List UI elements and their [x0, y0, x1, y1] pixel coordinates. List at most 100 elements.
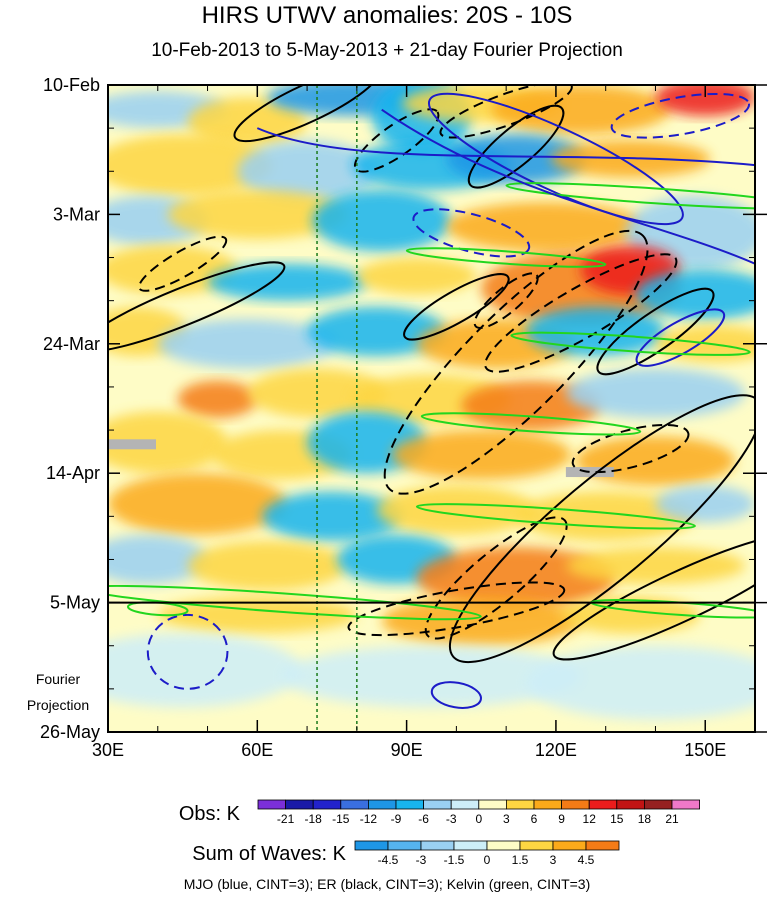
wave-contour: [108, 261, 286, 353]
colorbar-swatch: [354, 840, 389, 851]
colorbar-label: 0: [484, 853, 491, 867]
colorbar-label: 15: [610, 812, 624, 826]
colorbar-swatch: [312, 799, 342, 810]
anomaly-patch: [167, 189, 347, 240]
colorbar-label: -3: [416, 853, 427, 867]
colorbar-swatch: [533, 799, 563, 810]
wave-contour: [403, 273, 510, 341]
anomaly-patch: [416, 547, 616, 609]
wave-contour: [467, 104, 565, 189]
wave-contour: [412, 208, 531, 258]
colorbar-swatch: [505, 799, 535, 810]
projection-label-line2: Projection: [27, 697, 89, 713]
anomaly-patch: [391, 430, 571, 480]
projection-label-line1: Fourier: [36, 671, 81, 687]
wave-contour: [552, 532, 755, 661]
colorbar-title: Sum of Waves: K: [192, 843, 346, 865]
colorbar-label: 1.5: [512, 853, 529, 867]
colorbar-label: 12: [583, 812, 597, 826]
plot-frame: [107, 84, 756, 733]
colorbar-label: -21: [277, 812, 295, 826]
colorbar-swatch: [340, 799, 369, 810]
anomaly-patch: [108, 633, 303, 708]
anomaly-patch: [177, 380, 258, 418]
anomaly-patch: [565, 547, 746, 585]
x-tick-label: 150E: [684, 740, 726, 760]
anomaly-patch: [157, 319, 337, 369]
colorbar-swatch: [478, 799, 507, 810]
anomaly-patch: [655, 485, 755, 523]
wave-contour: [427, 92, 684, 226]
anomaly-patch: [108, 411, 228, 474]
colorbar-swatch: [519, 840, 554, 851]
colorbar-label: 3: [503, 812, 510, 826]
anomaly-patch: [446, 202, 646, 252]
colorbar-label: 6: [531, 812, 538, 826]
missing-data-patch: [108, 439, 156, 450]
colorbar-label: 3: [550, 853, 557, 867]
y-axis: 10-Feb 3-Mar 24-Mar 14-Apr 5-May 26-May: [40, 75, 767, 742]
kelvin-contour: [505, 182, 755, 210]
x-tick-label: 30E: [92, 740, 124, 760]
anomaly-patch: [207, 263, 367, 301]
anomaly-patch: [635, 269, 755, 320]
anomaly-patch: [356, 257, 477, 295]
colorbar-swatch: [585, 840, 620, 851]
anomaly-patch: [108, 534, 208, 585]
wave-contour: [138, 235, 228, 292]
x-tick-label: 90E: [391, 740, 423, 760]
colorbar-swatch: [644, 799, 673, 810]
chart-title: HIRS UTWV anomalies: 20S - 10S: [201, 2, 573, 29]
wave-contour: [146, 613, 229, 690]
wave-contour: [430, 681, 482, 709]
y-tick-label: 24-Mar: [43, 334, 100, 354]
anomaly-patch: [526, 645, 755, 720]
anomaly-patch: [526, 306, 666, 357]
wave-contour: [635, 308, 726, 367]
y-tick-label: 10-Feb: [43, 75, 100, 95]
colorbar-swatch: [552, 840, 587, 851]
kelvin-contour: [510, 331, 751, 356]
anomaly-patch: [565, 368, 746, 418]
wave-contour: [596, 287, 715, 376]
y-tick-label: 26-May: [40, 722, 100, 742]
waves-colorbar: -4.5 -3 -1.5 0 1.5 3 4.5 Sum of Waves: K: [192, 840, 620, 867]
anomaly-patch: [187, 540, 347, 591]
anomaly-patch: [312, 189, 452, 252]
colorbar-label: -6: [418, 812, 429, 826]
colorbar-label: 9: [558, 812, 565, 826]
colorbar-swatch: [671, 799, 701, 810]
colorbar-swatch: [285, 799, 314, 810]
chart-subtitle: 10-Feb-2013 to 5-May-2013 + 21-day Fouri…: [151, 40, 623, 61]
colorbar-label: 21: [665, 812, 679, 826]
plot-area: [107, 84, 756, 733]
wave-contours: [108, 85, 755, 709]
colorbar-label: 0: [475, 812, 482, 826]
wave-contour: [571, 423, 690, 474]
kelvin-contour: [108, 584, 482, 621]
colorbar-swatch: [453, 840, 488, 851]
anomaly-patch: [307, 306, 447, 357]
colorbar-swatch: [616, 799, 645, 810]
x-tick-label: 120E: [535, 740, 577, 760]
colorbar-label: -3: [446, 812, 457, 826]
y-tick-label: 5-May: [50, 593, 100, 613]
colorbar-label: -12: [360, 812, 378, 826]
anomaly-patch: [461, 380, 601, 431]
anomaly-patch: [262, 491, 402, 541]
obs-colorbar: -21 -18 -15 -12 -9 -6 -3 0 3 6 9 12 15 18 21 Obs: K: [179, 799, 701, 826]
y-tick-label: 14-Apr: [46, 463, 100, 483]
wave-contour: [347, 581, 566, 637]
anomaly-patch: [108, 473, 288, 535]
colorbar-label: 18: [638, 812, 652, 826]
anomaly-patch: [108, 134, 273, 196]
colorbar-swatch: [257, 799, 287, 810]
colorbar-swatch: [367, 799, 397, 810]
mjo-contour: [381, 108, 755, 265]
colorbar-label: -15: [332, 812, 350, 826]
colorbar-title: Obs: K: [179, 803, 241, 825]
colorbar-swatch: [387, 840, 422, 851]
colorbar-swatch: [561, 799, 590, 810]
wave-contour: [448, 394, 755, 664]
